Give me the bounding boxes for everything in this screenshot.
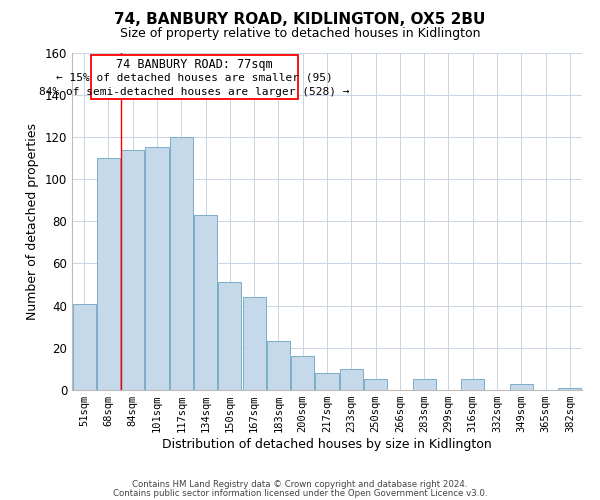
Bar [170, 137, 193, 390]
Bar [364, 380, 387, 390]
FancyBboxPatch shape [91, 54, 298, 99]
Text: Size of property relative to detached houses in Kidlington: Size of property relative to detached ho… [120, 28, 480, 40]
Bar [316, 373, 338, 390]
Bar [145, 148, 169, 390]
Bar [267, 342, 290, 390]
Bar [413, 380, 436, 390]
Text: 84% of semi-detached houses are larger (528) →: 84% of semi-detached houses are larger (… [40, 86, 350, 97]
Bar [121, 150, 144, 390]
Bar [97, 158, 120, 390]
Bar [73, 304, 95, 390]
Bar [340, 369, 363, 390]
Text: ← 15% of detached houses are smaller (95): ← 15% of detached houses are smaller (95… [56, 73, 333, 83]
Bar [559, 388, 581, 390]
Bar [510, 384, 533, 390]
Y-axis label: Number of detached properties: Number of detached properties [26, 122, 39, 320]
Bar [242, 297, 266, 390]
Bar [461, 380, 484, 390]
X-axis label: Distribution of detached houses by size in Kidlington: Distribution of detached houses by size … [162, 438, 492, 451]
Text: 74, BANBURY ROAD, KIDLINGTON, OX5 2BU: 74, BANBURY ROAD, KIDLINGTON, OX5 2BU [115, 12, 485, 28]
Bar [291, 356, 314, 390]
Text: 74 BANBURY ROAD: 77sqm: 74 BANBURY ROAD: 77sqm [116, 58, 273, 70]
Text: Contains public sector information licensed under the Open Government Licence v3: Contains public sector information licen… [113, 489, 487, 498]
Text: Contains HM Land Registry data © Crown copyright and database right 2024.: Contains HM Land Registry data © Crown c… [132, 480, 468, 489]
Bar [194, 215, 217, 390]
Bar [218, 282, 241, 390]
